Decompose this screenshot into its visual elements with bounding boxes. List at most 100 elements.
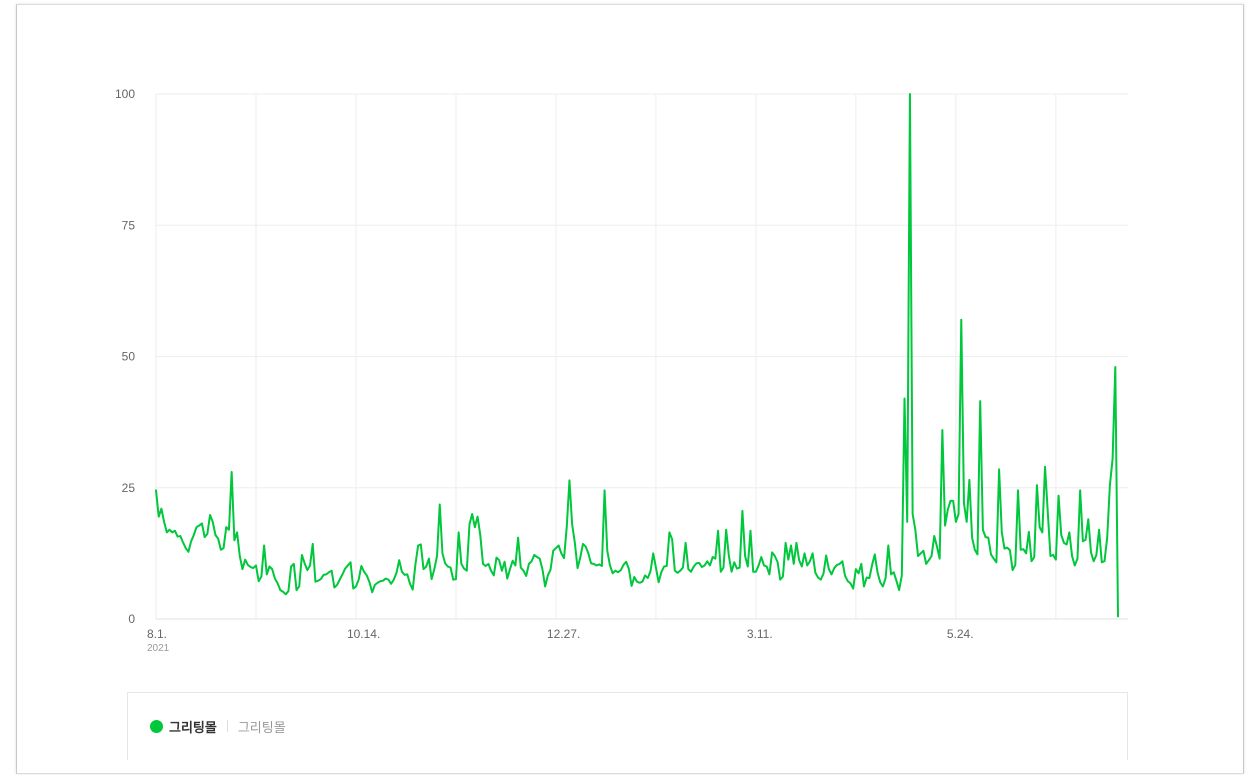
data-point — [984, 536, 986, 538]
data-point — [695, 562, 697, 564]
data-point — [412, 588, 414, 590]
data-point — [1025, 552, 1027, 554]
data-point — [693, 565, 695, 567]
data-point — [809, 560, 811, 562]
data-point — [801, 565, 803, 567]
y-tick-label: 100 — [115, 87, 135, 101]
data-point — [1090, 551, 1092, 553]
data-point — [687, 568, 689, 570]
data-point — [387, 578, 389, 580]
data-point — [298, 585, 300, 587]
data-point — [501, 570, 503, 572]
data-point — [963, 502, 965, 504]
data-point — [698, 562, 700, 564]
data-point — [752, 571, 754, 573]
data-point — [1101, 561, 1103, 563]
data-point — [201, 522, 203, 524]
data-point — [1117, 615, 1119, 617]
data-point — [1033, 556, 1035, 558]
data-point — [609, 564, 611, 566]
data-point — [228, 529, 230, 531]
data-point — [976, 553, 978, 555]
data-point — [1074, 564, 1076, 566]
data-point — [190, 540, 192, 542]
data-point — [506, 577, 508, 579]
data-point — [382, 579, 384, 581]
data-point — [625, 561, 627, 563]
data-point — [1049, 555, 1051, 557]
data-point — [530, 560, 532, 562]
data-point — [893, 571, 895, 573]
legend-divider — [226, 720, 228, 732]
data-point — [279, 589, 281, 591]
data-point — [784, 542, 786, 544]
data-point — [771, 551, 773, 553]
data-point — [1076, 557, 1078, 559]
data-point — [865, 576, 867, 578]
data-point — [657, 581, 659, 583]
data-point — [582, 543, 584, 545]
data-point — [930, 555, 932, 557]
line-chart: 0 25 50 75 100 8.1. 2021 10.14. 12.27. 3.11. 5.24… — [115, 87, 1128, 654]
data-point — [176, 535, 178, 537]
data-point — [679, 570, 681, 572]
legend-item[interactable]: 그리팅몰 그리팅몰 — [150, 717, 286, 736]
data-point — [158, 515, 160, 517]
data-point — [720, 571, 722, 573]
data-point — [749, 530, 751, 532]
data-point — [520, 566, 522, 568]
data-point — [212, 521, 214, 523]
data-point — [636, 581, 638, 583]
data-point — [1098, 529, 1100, 531]
data-point — [217, 537, 219, 539]
data-point — [960, 319, 962, 321]
data-point — [990, 553, 992, 555]
data-point — [374, 584, 376, 586]
data-point — [639, 582, 641, 584]
data-point — [914, 529, 916, 531]
data-point — [601, 565, 603, 567]
data-point — [498, 559, 500, 561]
data-point — [576, 567, 578, 569]
data-point — [1006, 546, 1008, 548]
y-axis-ticks: 0 25 50 75 100 — [115, 87, 135, 626]
data-point — [563, 557, 565, 559]
data-point — [774, 555, 776, 557]
data-point — [536, 556, 538, 558]
data-point — [403, 574, 405, 576]
data-point — [593, 563, 595, 565]
data-point — [790, 544, 792, 546]
data-point — [236, 531, 238, 533]
data-point — [449, 566, 451, 568]
data-point — [628, 568, 630, 570]
data-point — [733, 561, 735, 563]
data-point — [187, 551, 189, 553]
data-point — [457, 531, 459, 533]
data-point — [876, 571, 878, 573]
data-point — [776, 561, 778, 563]
data-point — [406, 573, 408, 575]
data-point — [825, 554, 827, 556]
data-point — [849, 582, 851, 584]
data-point — [1109, 484, 1111, 486]
data-point — [906, 521, 908, 523]
data-point — [882, 585, 884, 587]
data-point — [838, 563, 840, 565]
data-point — [974, 549, 976, 551]
data-point — [782, 575, 784, 577]
data-point — [206, 533, 208, 535]
data-point — [525, 575, 527, 577]
data-point — [233, 539, 235, 541]
data-point — [741, 510, 743, 512]
data-point — [320, 578, 322, 580]
data-point — [393, 578, 395, 580]
x-tick-label: 12.27. — [547, 627, 580, 641]
data-point — [476, 515, 478, 517]
data-point — [555, 547, 557, 549]
data-point — [160, 508, 162, 510]
data-point — [833, 567, 835, 569]
data-point — [420, 543, 422, 545]
data-point — [606, 550, 608, 552]
data-point — [347, 564, 349, 566]
